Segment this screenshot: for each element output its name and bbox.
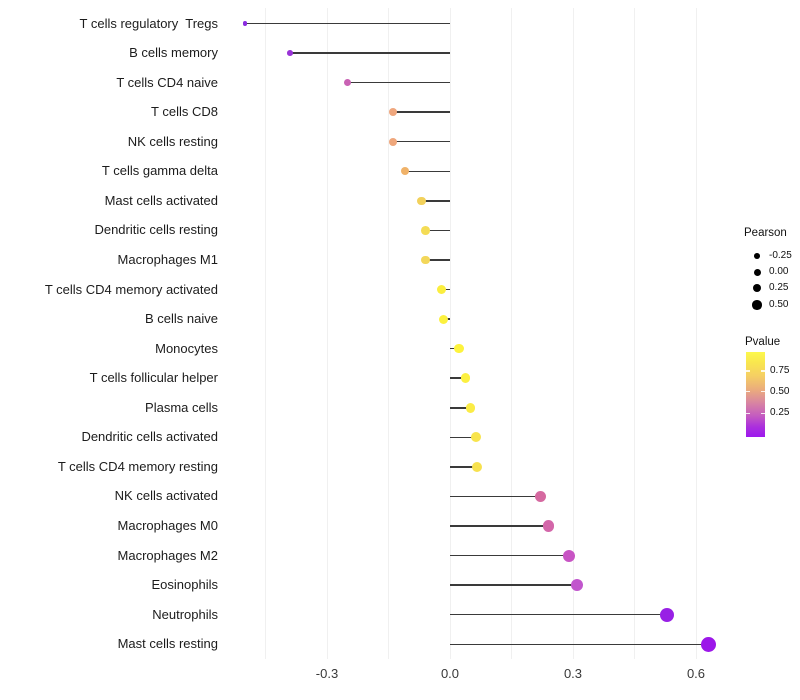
category-label: NK cells resting bbox=[127, 133, 218, 149]
lollipop-stem bbox=[450, 436, 476, 439]
category-label: Macrophages M1 bbox=[117, 251, 218, 267]
data-point bbox=[570, 579, 584, 592]
gridline bbox=[265, 8, 266, 659]
category-label: Eosinophils bbox=[151, 577, 219, 593]
data-point bbox=[660, 607, 675, 622]
data-point bbox=[534, 490, 546, 503]
lollipop-stem bbox=[450, 377, 466, 379]
data-point bbox=[438, 314, 448, 324]
pearson-legend-dot bbox=[754, 252, 760, 259]
category-label: Mast cells activated bbox=[104, 192, 218, 208]
pvalue-legend-label: 0.50 bbox=[770, 385, 790, 397]
data-point bbox=[421, 255, 430, 265]
category-label: T cells CD4 naive bbox=[116, 74, 218, 90]
lollipop-stem bbox=[421, 200, 450, 202]
category-label: Neutrophils bbox=[152, 606, 218, 622]
x-tick-label: 0.0 bbox=[440, 666, 460, 681]
pearson-legend-label: 0.00 bbox=[769, 266, 789, 278]
category-label: Dendritic cells resting bbox=[94, 222, 218, 238]
lollipop-stem bbox=[450, 407, 471, 409]
gridline bbox=[695, 8, 697, 659]
x-tick-label: 0.3 bbox=[563, 666, 583, 681]
pvalue-gradient-tick bbox=[761, 390, 765, 393]
gridline bbox=[449, 8, 451, 659]
data-point bbox=[287, 50, 293, 56]
data-point bbox=[562, 549, 575, 562]
category-label: T cells follicular helper bbox=[89, 370, 218, 386]
data-point bbox=[400, 167, 410, 176]
data-point bbox=[421, 226, 430, 235]
category-label: T cells CD4 memory resting bbox=[57, 458, 218, 474]
category-label: B cells naive bbox=[145, 311, 218, 327]
data-point bbox=[460, 373, 471, 384]
category-label: NK cells activated bbox=[114, 488, 218, 504]
lollipop-stem bbox=[450, 466, 478, 468]
pvalue-gradient-tick bbox=[761, 412, 765, 415]
pearson-legend-label: -0.25 bbox=[769, 249, 792, 261]
lollipop-stem bbox=[425, 259, 450, 261]
pvalue-gradient-tick bbox=[746, 370, 750, 372]
category-label: B cells memory bbox=[129, 45, 218, 61]
lollipop-stem bbox=[450, 554, 569, 557]
lollipop-stem bbox=[450, 643, 709, 645]
data-point bbox=[388, 108, 397, 117]
pvalue-gradient-bar bbox=[746, 352, 765, 437]
lollipop-stem bbox=[450, 525, 549, 527]
category-label: T cells CD4 memory activated bbox=[44, 281, 218, 297]
lollipop-stem bbox=[392, 111, 450, 113]
pearson-legend-label: 0.50 bbox=[769, 299, 789, 310]
data-point bbox=[242, 21, 248, 26]
data-point bbox=[344, 79, 351, 87]
data-point bbox=[454, 343, 464, 354]
lollipop-stem bbox=[404, 170, 450, 173]
category-label: T cells regulatory Tregs bbox=[79, 15, 218, 31]
lollipop-stem bbox=[450, 613, 668, 616]
pvalue-gradient-tick bbox=[746, 412, 750, 415]
category-label: Macrophages M0 bbox=[117, 518, 218, 534]
gridline bbox=[388, 8, 389, 659]
data-point bbox=[388, 137, 397, 146]
pearson-legend-title: Pearson bbox=[744, 227, 787, 239]
lollipop-stem bbox=[245, 22, 450, 25]
pvalue-gradient-tick bbox=[761, 370, 765, 372]
gridline bbox=[511, 8, 512, 659]
data-point bbox=[472, 461, 482, 472]
gridline bbox=[634, 8, 635, 659]
category-label: Plasma cells bbox=[145, 399, 218, 415]
gridline bbox=[326, 8, 328, 659]
lollipop-stem bbox=[450, 495, 541, 498]
data-point bbox=[542, 520, 555, 532]
lollipop-stem bbox=[392, 140, 450, 143]
gridline bbox=[572, 8, 574, 659]
pvalue-legend-label: 0.75 bbox=[770, 365, 790, 376]
pearson-legend-dot bbox=[752, 300, 762, 310]
category-label: T cells CD8 bbox=[151, 104, 218, 120]
x-tick-label: 0.6 bbox=[686, 666, 706, 681]
pvalue-legend-label: 0.25 bbox=[770, 407, 790, 419]
pearson-legend-label: 0.25 bbox=[769, 282, 789, 294]
x-tick-label: -0.3 bbox=[315, 666, 339, 681]
data-point bbox=[437, 284, 447, 295]
pearson-legend-dot bbox=[753, 268, 761, 276]
category-label: Mast cells resting bbox=[117, 636, 218, 652]
data-point bbox=[465, 402, 476, 413]
lollipop-stem bbox=[347, 81, 450, 84]
category-label: Monocytes bbox=[155, 340, 218, 356]
pearson-legend-dot bbox=[752, 284, 762, 293]
category-label: Dendritic cells activated bbox=[81, 429, 218, 445]
lollipop-stem bbox=[290, 52, 450, 54]
pvalue-gradient-tick bbox=[746, 390, 750, 393]
category-label: Macrophages M2 bbox=[117, 547, 218, 563]
lollipop-stem bbox=[450, 584, 578, 586]
data-point bbox=[470, 432, 481, 443]
lollipop-stem bbox=[425, 229, 450, 232]
pvalue-legend-title: Pvalue bbox=[745, 336, 781, 348]
category-label: T cells gamma delta bbox=[101, 163, 218, 179]
data-point bbox=[416, 196, 426, 206]
data-point bbox=[700, 636, 716, 652]
